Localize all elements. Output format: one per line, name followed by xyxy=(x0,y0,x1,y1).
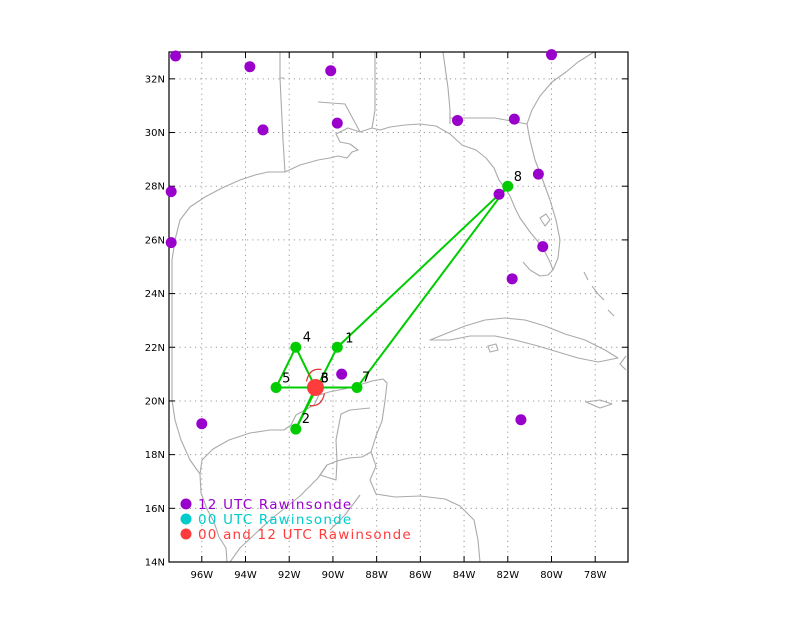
lon-tick-label: 84W xyxy=(453,570,476,581)
lat-tick-label: 30N xyxy=(145,128,165,139)
coastlines xyxy=(171,52,627,562)
flight-point-label: 6 xyxy=(320,372,328,387)
rawinsonde-12utc-marker xyxy=(506,273,518,285)
storm-symbol-arc-lower xyxy=(309,393,326,407)
state-border-ar-la xyxy=(279,52,284,79)
lat-tick-label: 32N xyxy=(145,74,165,85)
rawinsonde-12utc-marker xyxy=(325,65,337,77)
florida-atlantic-coast xyxy=(526,52,595,271)
gulf-coastline xyxy=(199,378,388,562)
yucatan-interior-border xyxy=(335,407,371,462)
legend-item-00utc: 00 UTC Rawinsonde xyxy=(180,512,352,528)
lon-tick-label: 94W xyxy=(234,570,257,581)
lon-tick-label: 86W xyxy=(409,570,432,581)
flight-point-marker xyxy=(502,180,514,192)
rawinsonde-12utc-marker xyxy=(165,186,177,198)
bahamas-islands xyxy=(583,271,615,317)
rawinsonde-12utc-marker xyxy=(331,117,343,129)
flight-point-label: 5 xyxy=(282,372,290,387)
lon-tick-label: 92W xyxy=(278,570,301,581)
flight-point-marker xyxy=(270,382,282,394)
axis-ticks: 96W 94W 92W 90W 88W 86W 84W 82W 80W 78W 14N 16N 18N 2… xyxy=(145,52,628,581)
belize-honduras-coast xyxy=(369,451,481,562)
rawinsonde-12utc-marker xyxy=(493,188,505,200)
guatemala-mexico-border xyxy=(319,460,338,481)
state-border-al-ga xyxy=(442,52,451,124)
legend: 12 UTC Rawinsonde 00 UTC Rawinsonde 00 a… xyxy=(180,497,412,543)
lat-tick-label: 28N xyxy=(145,182,165,193)
flight-point-marker xyxy=(290,341,302,353)
flight-point-label: 8 xyxy=(514,170,522,185)
rawinsonde-12utc-marker xyxy=(508,113,520,125)
flight-point-label: 2 xyxy=(302,412,310,427)
legend-marker-12utc xyxy=(180,498,192,510)
flight-point-label: 7 xyxy=(362,371,370,386)
flight-point-marker xyxy=(331,341,343,353)
rawinsonde-12utc-marker xyxy=(165,237,177,249)
state-border-tx-la xyxy=(279,77,286,173)
rawinsonde-12utc-marker xyxy=(515,414,527,426)
flight-points: 1 2 3 4 5 6 7 8 xyxy=(270,170,522,435)
central-america-coast xyxy=(229,464,328,562)
legend-marker-both xyxy=(180,528,192,540)
rawinsonde-12utc-marker xyxy=(196,418,208,430)
hispaniola-coastline xyxy=(619,355,627,371)
lon-tick-label: 96W xyxy=(190,570,213,581)
flight-track-segment xyxy=(275,346,297,388)
rawinsonde-12utc-marker xyxy=(546,49,557,61)
rawinsonde-12utc-marker xyxy=(336,368,348,380)
flight-point-label: 3 xyxy=(320,372,328,387)
flight-point-label: 1 xyxy=(345,331,353,346)
state-border-la-ms xyxy=(371,52,376,129)
flight-point-marker xyxy=(290,423,302,435)
legend-label-both: 00 and 12 UTC Rawinsonde xyxy=(198,527,412,543)
rawinsonde-12utc-marker xyxy=(537,241,549,253)
rawinsonde-12utc-marker xyxy=(452,114,464,126)
map-frame xyxy=(168,51,629,563)
storm-symbol-arc-upper xyxy=(305,368,322,382)
legend-item-12utc: 12 UTC Rawinsonde xyxy=(180,497,352,513)
lat-tick-label: 24N xyxy=(145,289,165,300)
rawinsonde-12utc-marker xyxy=(244,61,256,73)
lon-tick-label: 78W xyxy=(584,570,607,581)
rawinsonde-both-marker xyxy=(306,379,324,397)
legend-item-both: 00 and 12 UTC Rawinsonde xyxy=(180,527,412,543)
map-grid xyxy=(169,52,628,562)
lat-tick-label: 18N xyxy=(145,450,165,461)
jamaica-coastline xyxy=(585,399,613,409)
lon-tick-label: 88W xyxy=(365,570,388,581)
lat-tick-label: 16N xyxy=(145,504,165,515)
lon-tick-label: 90W xyxy=(322,570,345,581)
legend-marker-00utc xyxy=(180,513,192,525)
legend-label-00utc: 00 UTC Rawinsonde xyxy=(198,512,352,528)
storm-symbol-layer xyxy=(305,368,326,407)
lon-tick-label: 80W xyxy=(540,570,563,581)
flight-track-segment xyxy=(336,185,509,348)
lat-tick-label: 22N xyxy=(145,343,165,354)
cuba-coastline xyxy=(429,317,619,363)
louisiana-coast xyxy=(317,123,554,277)
rawinsonde-12utc-marker xyxy=(532,168,544,180)
lake-okeechobee xyxy=(539,213,551,227)
rawinsonde-12utc-marker xyxy=(257,124,269,136)
lon-tick-label: 82W xyxy=(496,570,519,581)
rawinsonde-12utc-marker xyxy=(170,50,182,62)
legend-label-12utc: 12 UTC Rawinsonde xyxy=(198,497,352,513)
flight-point-marker xyxy=(351,382,363,394)
texas-coast xyxy=(171,159,319,475)
isla-de-la-juventud xyxy=(487,343,499,353)
rawinsonde-sites xyxy=(165,49,557,430)
state-border-ms-al xyxy=(317,101,361,133)
lat-tick-label: 20N xyxy=(145,396,165,407)
lat-tick-label: 14N xyxy=(145,558,165,569)
lat-tick-label: 26N xyxy=(145,235,165,246)
central-america-inland-border xyxy=(329,494,361,531)
flight-point-label: 4 xyxy=(303,330,311,345)
flight-track-segment xyxy=(356,185,509,389)
